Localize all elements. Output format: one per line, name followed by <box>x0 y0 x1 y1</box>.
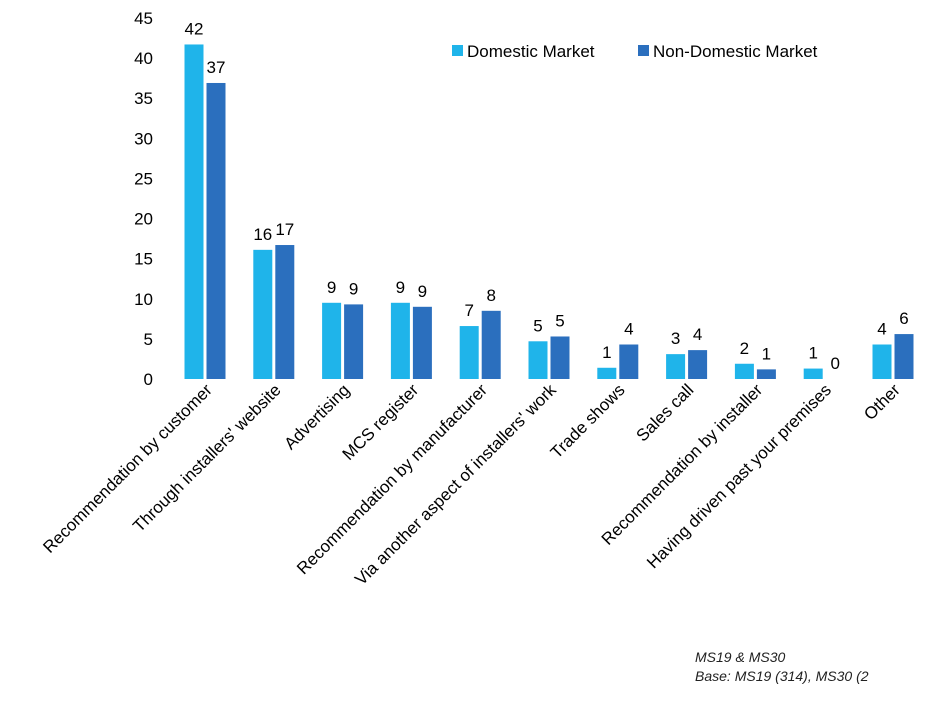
bar <box>253 249 273 379</box>
data-label: 6 <box>899 309 908 328</box>
bar <box>550 336 570 379</box>
bar <box>322 302 342 379</box>
data-label: 37 <box>207 58 226 77</box>
data-label: 9 <box>327 278 336 297</box>
bar <box>619 344 639 379</box>
bar <box>597 367 617 379</box>
y-axis: 0 5 10 15 20 25 30 35 40 45 <box>134 9 153 389</box>
bar <box>344 304 364 379</box>
legend: Domestic Market Non-Domestic Market <box>452 42 818 61</box>
data-label: 42 <box>185 19 204 38</box>
legend-label-domestic: Domestic Market <box>467 42 595 61</box>
data-label: 2 <box>740 339 749 358</box>
data-label: 4 <box>877 320 886 339</box>
bar <box>872 344 892 379</box>
legend-swatch-domestic <box>452 45 463 56</box>
y-tick-label: 40 <box>134 49 153 68</box>
bar <box>390 302 410 379</box>
category-label: Through installers' website <box>129 380 284 535</box>
bar <box>666 354 686 379</box>
bar <box>756 369 776 379</box>
bar <box>459 326 479 379</box>
data-label: 4 <box>693 325 702 344</box>
data-label: 9 <box>396 278 405 297</box>
bar <box>275 245 295 379</box>
y-tick-label: 35 <box>134 89 153 108</box>
data-label: 5 <box>555 311 564 330</box>
data-label: 0 <box>830 354 839 373</box>
data-label: 9 <box>418 282 427 301</box>
data-label: 5 <box>533 316 542 335</box>
base-line: Base: MS19 (314), MS30 (2 <box>695 668 869 684</box>
data-label: 7 <box>464 301 473 320</box>
bar <box>412 306 432 379</box>
y-tick-label: 0 <box>144 370 153 389</box>
bar <box>184 44 204 380</box>
y-tick-label: 5 <box>144 330 153 349</box>
data-label: 17 <box>275 220 294 239</box>
data-label: 1 <box>602 343 611 362</box>
bar <box>734 363 754 379</box>
y-tick-label: 10 <box>134 290 153 309</box>
data-label: 3 <box>671 329 680 348</box>
category-label: Other <box>860 380 904 424</box>
source-line: MS19 & MS30 <box>695 649 786 665</box>
bar <box>481 310 501 379</box>
category-label: Advertising <box>281 380 354 453</box>
y-tick-label: 30 <box>134 129 153 148</box>
y-tick-label: 25 <box>134 169 153 188</box>
bar <box>803 368 823 379</box>
bar <box>688 350 708 379</box>
data-label: 1 <box>762 344 771 363</box>
bar <box>206 82 226 379</box>
data-label: 16 <box>253 225 272 244</box>
bars <box>184 44 914 380</box>
data-label: 1 <box>808 344 817 363</box>
category-label: Sales call <box>633 380 698 445</box>
data-label: 8 <box>486 286 495 305</box>
source-notes: MS19 & MS30 Base: MS19 (314), MS30 (2 <box>695 648 869 686</box>
y-tick-label: 20 <box>134 210 153 229</box>
bar <box>894 334 914 379</box>
legend-swatch-non-domestic <box>638 45 649 56</box>
data-label: 4 <box>624 320 633 339</box>
y-tick-label: 45 <box>134 9 153 28</box>
y-tick-label: 15 <box>134 250 153 269</box>
category-label: Trade shows <box>547 380 629 462</box>
data-label: 9 <box>349 279 358 298</box>
legend-label-non-domestic: Non-Domestic Market <box>653 42 818 61</box>
bar <box>528 341 548 379</box>
